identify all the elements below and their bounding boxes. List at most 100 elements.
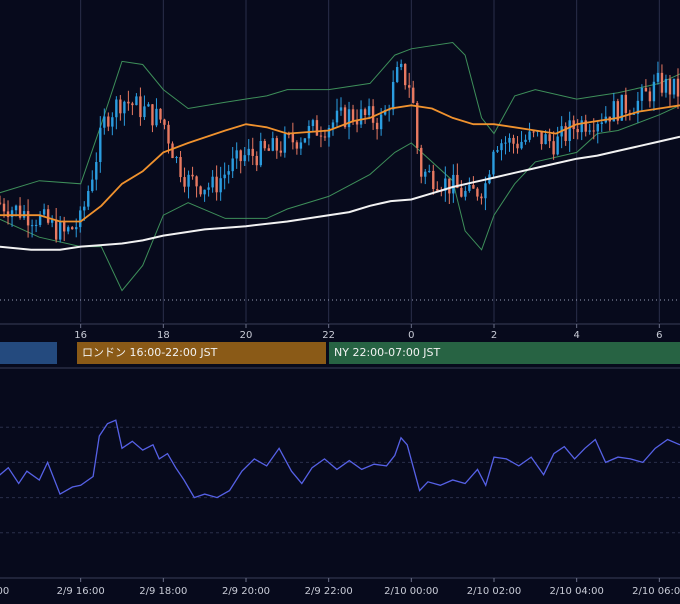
candle-body <box>139 96 142 118</box>
price-tick-label: 0 <box>408 330 414 341</box>
candle-body <box>319 135 323 137</box>
candle-body <box>223 174 226 179</box>
price-tick-label: 6 <box>656 330 662 341</box>
candle-body <box>472 184 475 189</box>
candle-body <box>612 101 616 122</box>
candle-body <box>596 124 599 132</box>
candle-body <box>99 127 102 163</box>
candle-body <box>508 137 511 143</box>
candle-body <box>179 157 182 178</box>
candle-body <box>147 104 150 107</box>
candle-body <box>279 150 283 153</box>
candle-body <box>211 176 214 188</box>
candle-body <box>624 94 628 113</box>
candle-body <box>528 131 531 140</box>
candle-body <box>14 205 18 211</box>
candle-body <box>91 179 94 192</box>
candle-body <box>416 102 419 148</box>
candle-body <box>428 170 431 172</box>
candle-body <box>87 191 90 207</box>
candle-body <box>54 219 58 240</box>
candle-body <box>58 221 62 240</box>
candlesticks <box>0 59 680 243</box>
candle-body <box>672 78 676 95</box>
candle-body <box>71 227 74 230</box>
candle-body <box>203 189 206 195</box>
candle-body <box>127 101 130 104</box>
candle-body <box>500 143 503 151</box>
candle-body <box>367 106 371 116</box>
candle-body <box>155 108 158 126</box>
candle-body <box>432 170 435 190</box>
bottom-tick-label: 2/10 06:00 <box>632 586 680 597</box>
candle-body <box>191 174 194 177</box>
candle-body <box>275 138 279 151</box>
candle-body <box>504 142 507 144</box>
candle-body <box>556 136 559 155</box>
candle-body <box>660 72 664 93</box>
candle-body <box>38 214 42 225</box>
candle-body <box>119 99 122 114</box>
candle-body <box>512 137 515 144</box>
candle-body <box>460 187 463 197</box>
candle-body <box>131 103 134 106</box>
candle-body <box>648 91 652 102</box>
candle-body <box>26 211 30 226</box>
candle-body <box>83 206 86 211</box>
candle-body <box>468 184 471 191</box>
candle-body <box>30 225 34 227</box>
candle-body <box>568 120 571 142</box>
candle-body <box>263 141 266 149</box>
candle-body <box>75 227 78 230</box>
candle-body <box>371 106 375 123</box>
candle-body <box>143 106 146 118</box>
candle-body <box>476 188 479 197</box>
candle-body <box>544 134 547 145</box>
candle-body <box>103 116 106 128</box>
price-grid <box>80 0 660 322</box>
candle-body <box>399 63 403 68</box>
candle-body <box>34 224 38 226</box>
candle-body <box>420 147 423 177</box>
bottom-tick-label: 2/10 04:00 <box>549 586 603 597</box>
candle-body <box>227 171 230 175</box>
candle-body <box>163 119 166 125</box>
bottom-tick-label: 4:00 <box>0 586 9 597</box>
candle-body <box>62 221 66 232</box>
candle-body <box>668 78 672 95</box>
candle-body <box>516 143 519 149</box>
oscillator-grid <box>0 426 680 534</box>
candle-body <box>584 120 587 132</box>
candle-body <box>355 120 359 125</box>
candle-body <box>239 150 242 162</box>
price-tick-label: 4 <box>573 330 579 341</box>
candle-body <box>359 109 363 125</box>
bottom-tick-label: 2/9 20:00 <box>222 586 270 597</box>
candle-body <box>600 122 603 125</box>
moving-average-long <box>0 135 680 251</box>
candle-body <box>636 100 640 114</box>
candle-body <box>195 176 198 187</box>
candle-body <box>79 210 82 228</box>
candle-body <box>255 155 258 166</box>
candle-body <box>327 127 331 138</box>
candle-body <box>107 116 110 127</box>
candle-body <box>111 117 114 127</box>
bollinger-upper-band <box>0 41 680 194</box>
candle-body <box>215 176 218 193</box>
candle-body <box>424 171 427 177</box>
candle-body <box>480 196 483 199</box>
candle-body <box>231 158 234 172</box>
candle-body <box>592 130 595 132</box>
candle-body <box>335 110 339 123</box>
oscillator-line <box>0 419 680 499</box>
candle-body <box>123 101 126 114</box>
candle-body <box>95 162 98 180</box>
candle-body <box>183 177 186 187</box>
price-tick-label: 22 <box>322 330 335 341</box>
candle-body <box>484 183 487 199</box>
candle-body <box>323 136 327 138</box>
session-bar-london: ロンドン 16:00-22:00 JST <box>77 342 326 364</box>
candle-body <box>375 122 379 130</box>
